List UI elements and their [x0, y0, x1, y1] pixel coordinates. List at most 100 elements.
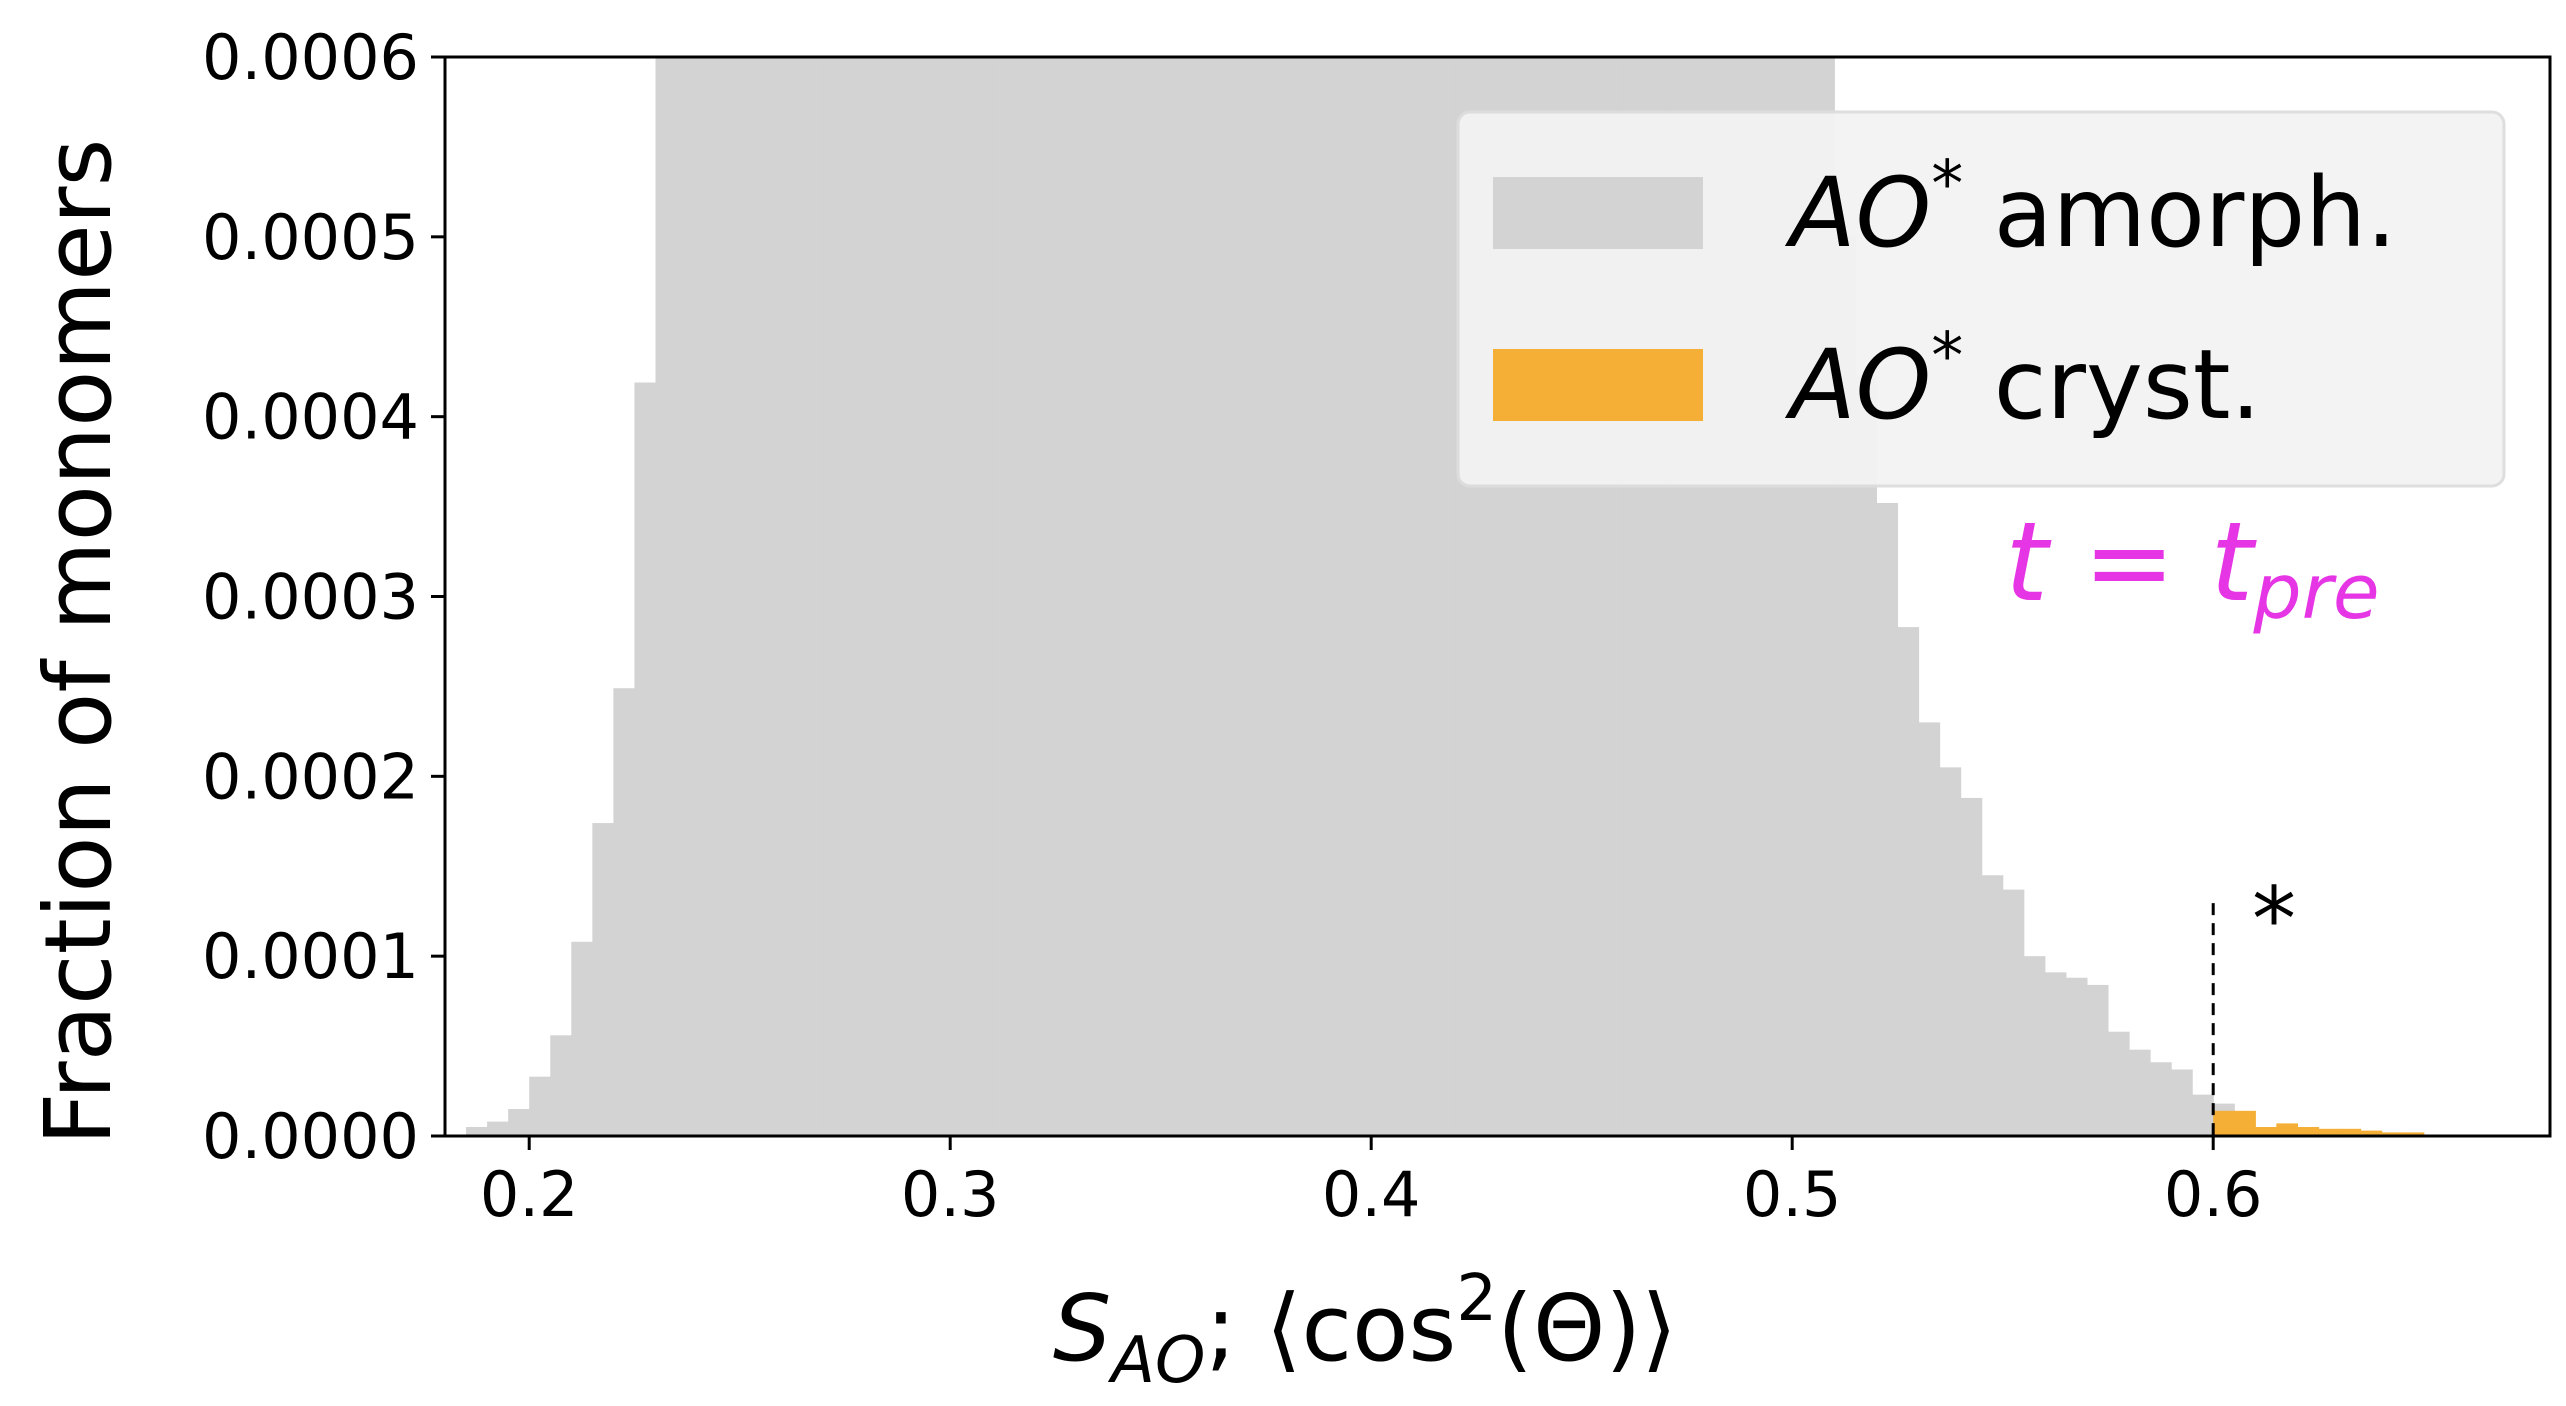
- y-tick-label: 0.0005: [202, 201, 419, 274]
- amorph-bar: [1287, 57, 1309, 1136]
- amorph-bar: [866, 57, 888, 1136]
- amorph-bar: [1034, 57, 1057, 1136]
- y-axis-label: Fraction of monomers: [25, 139, 132, 1146]
- amorph-bar: [1350, 57, 1372, 1136]
- cryst-bar: [2276, 1123, 2298, 1136]
- amorph-bar: [950, 57, 972, 1136]
- cryst-bar: [2297, 1127, 2320, 1136]
- x-tick-label: 0.6: [2164, 1158, 2263, 1231]
- amorph-bar: [1265, 57, 1288, 1136]
- annotation-t-pre: t = tpre: [2005, 498, 2380, 636]
- y-tick-label: 0.0003: [202, 561, 419, 634]
- amorph-bar: [992, 57, 1014, 1136]
- amorph-bar: [844, 57, 867, 1136]
- amorph-bar: [1055, 57, 1078, 1136]
- cryst-bar: [2381, 1132, 2404, 1136]
- amorph-bar: [718, 57, 741, 1136]
- amorph-bar: [1139, 57, 1162, 1136]
- amorph-bar: [908, 57, 930, 1136]
- legend-label-cryst: AO* cryst.: [1784, 320, 2261, 441]
- amorph-bar: [1308, 57, 1330, 1136]
- amorph-bar: [2086, 984, 2109, 1136]
- amorph-bar: [613, 688, 636, 1136]
- amorph-bar: [1160, 57, 1183, 1136]
- amorph-bar: [887, 57, 909, 1136]
- x-axis-label: SAO; ⟨cos2(Θ)⟩: [1053, 1262, 1677, 1398]
- amorph-bar: [508, 1109, 530, 1136]
- cryst-bar: [2255, 1127, 2277, 1136]
- amorph-bar: [929, 57, 951, 1136]
- x-tick-label: 0.2: [480, 1158, 579, 1231]
- amorph-bar: [1939, 767, 1962, 1136]
- amorph-bar: [1329, 57, 1351, 1136]
- x-tick-label: 0.3: [901, 1158, 1000, 1231]
- x-tick-label: 0.5: [1743, 1158, 1842, 1231]
- amorph-bar: [1371, 57, 1393, 1136]
- amorph-bar: [1855, 375, 1877, 1136]
- legend-swatch-amorph: [1493, 177, 1703, 249]
- legend-box: [1456, 110, 2506, 488]
- cryst-bar: [2402, 1132, 2425, 1136]
- amorph-bar: [487, 1121, 509, 1136]
- amorph-bar: [1223, 57, 1246, 1136]
- amorph-bar: [2044, 972, 2067, 1136]
- amorph-bar: [823, 57, 846, 1136]
- amorph-bar: [1392, 57, 1414, 1136]
- y-tick-label: 0.0006: [202, 21, 419, 94]
- cryst-bars: [2213, 1110, 2425, 1136]
- amorph-bar: [676, 57, 699, 1136]
- y-tick-label: 0.0004: [202, 381, 419, 454]
- amorph-bar: [697, 57, 720, 1136]
- y-axis-ticks: 0.0000 0.0001 0.0002 0.0003 0.0004 0.0005 0.00…: [202, 21, 445, 1173]
- cryst-bar: [2360, 1130, 2383, 1136]
- amorph-bar: [655, 57, 678, 1136]
- y-tick-label: 0.0001: [202, 920, 419, 993]
- amorph-bar: [2171, 1069, 2193, 1136]
- amorph-bar: [1876, 502, 1899, 1136]
- x-axis-ticks: 0.2 0.3 0.4 0.5 0.6: [480, 1136, 2263, 1231]
- y-tick-label: 0.0002: [202, 740, 419, 813]
- amorph-bar: [1918, 722, 1941, 1136]
- amorph-bar: [1181, 57, 1204, 1136]
- legend-swatch-cryst: [1493, 349, 1703, 421]
- amorph-bar: [1244, 57, 1267, 1136]
- amorph-bar: [571, 941, 593, 1136]
- amorph-bar: [2150, 1062, 2172, 1136]
- amorph-bar: [1434, 57, 1456, 1136]
- cryst-bar: [2213, 1110, 2235, 1136]
- amorph-bar: [971, 57, 993, 1136]
- x-tick-label: 0.4: [1322, 1158, 1421, 1231]
- amorph-bar: [1981, 875, 2004, 1136]
- amorph-bar: [2192, 1094, 2214, 1136]
- amorph-bar: [781, 57, 804, 1136]
- amorph-bar: [529, 1076, 551, 1136]
- amorph-bar: [760, 57, 783, 1136]
- amorph-bar: [2129, 1049, 2151, 1136]
- amorph-bar: [1202, 57, 1225, 1136]
- amorph-bar: [2065, 977, 2088, 1136]
- amorph-bar: [1097, 57, 1120, 1136]
- cryst-bar: [2339, 1128, 2362, 1136]
- amorph-bar: [2023, 956, 2046, 1136]
- amorph-bar: [466, 1127, 488, 1136]
- annotation-star: *: [2252, 868, 2296, 971]
- cryst-bar: [2318, 1128, 2341, 1136]
- legend: AO* amorph. AO* cryst.: [1456, 110, 2506, 488]
- amorph-bar: [2002, 889, 2025, 1136]
- cryst-bar: [2234, 1110, 2256, 1136]
- amorph-bar: [1013, 57, 1035, 1136]
- amorph-bar: [1076, 57, 1099, 1136]
- amorph-bar: [1413, 57, 1435, 1136]
- amorph-bar: [1960, 797, 1983, 1136]
- amorph-bar: [2107, 1031, 2130, 1136]
- amorph-bar: [634, 382, 657, 1137]
- amorph-bar: [592, 823, 614, 1136]
- amorph-bar: [739, 57, 762, 1136]
- amorph-bar: [802, 57, 825, 1136]
- amorph-bar: [1897, 627, 1920, 1136]
- legend-label-amorph: AO* amorph.: [1784, 148, 2397, 269]
- amorph-bar: [1118, 57, 1141, 1136]
- amorph-bar: [550, 1035, 572, 1136]
- y-tick-label: 0.0000: [202, 1100, 419, 1173]
